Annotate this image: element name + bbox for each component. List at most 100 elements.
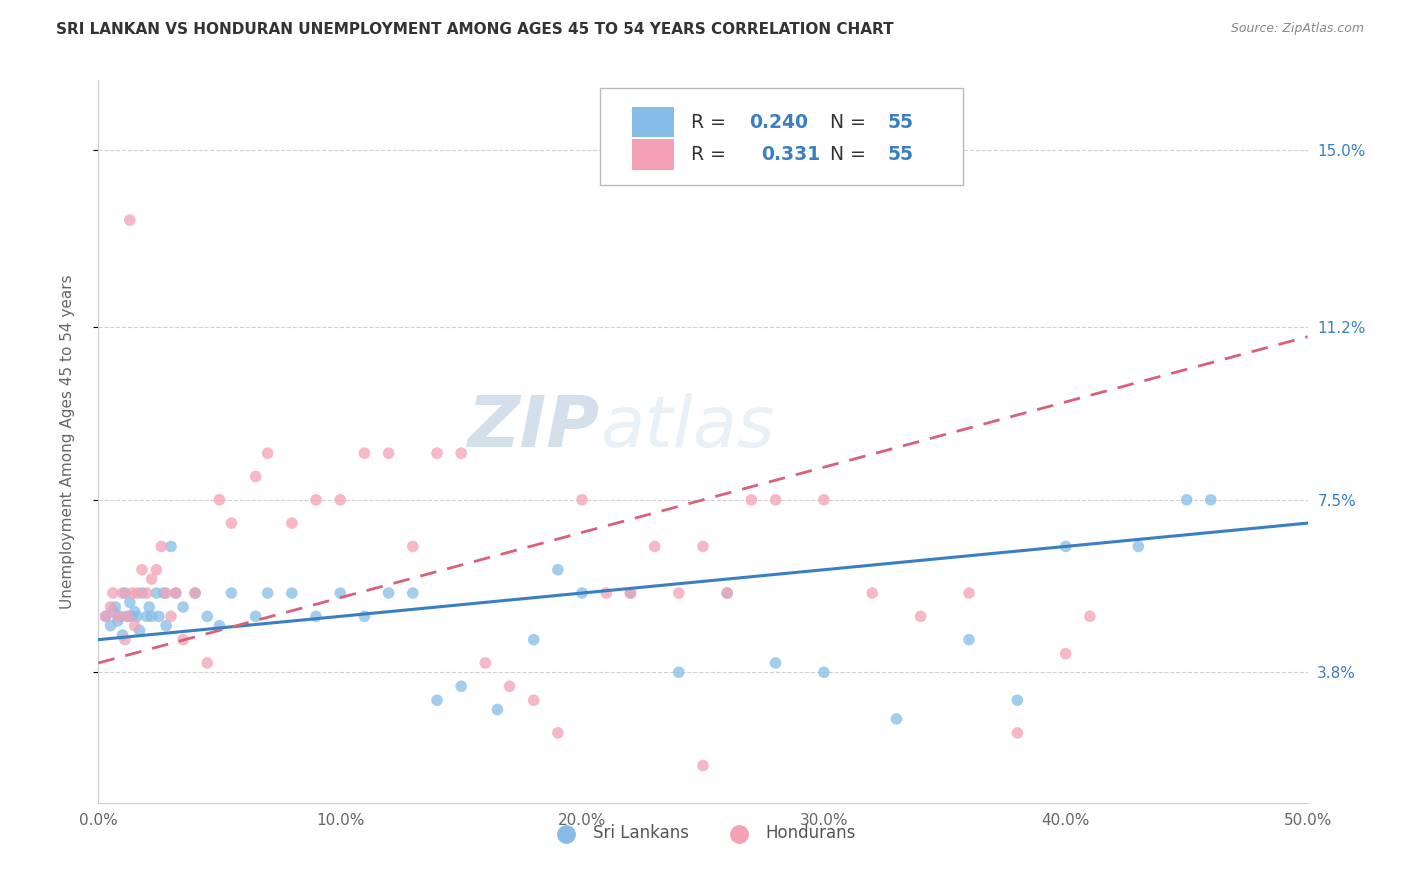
Point <box>124 618 146 632</box>
Point <box>160 609 183 624</box>
Point <box>165 586 187 600</box>
Point <box>377 446 399 460</box>
Point <box>1054 647 1077 661</box>
Point <box>474 656 496 670</box>
Point <box>101 605 124 619</box>
Point <box>450 679 472 693</box>
Point <box>547 726 569 740</box>
Text: R =: R = <box>690 145 738 164</box>
Point <box>1175 492 1198 507</box>
Point <box>571 492 593 507</box>
FancyBboxPatch shape <box>631 139 673 169</box>
Point <box>107 609 129 624</box>
Point <box>131 563 153 577</box>
Text: N =: N = <box>830 112 872 132</box>
Point <box>135 586 157 600</box>
Point <box>486 702 509 716</box>
Point <box>765 492 787 507</box>
Point <box>1007 693 1029 707</box>
Point <box>221 586 243 600</box>
Point <box>402 540 425 554</box>
Point <box>195 609 218 624</box>
Point <box>450 446 472 460</box>
Point <box>305 492 328 507</box>
Text: N =: N = <box>830 145 872 164</box>
Point <box>256 446 278 460</box>
Point <box>1054 540 1077 554</box>
Point <box>107 614 129 628</box>
Point <box>957 632 980 647</box>
Point <box>523 693 546 707</box>
Point <box>329 586 352 600</box>
Y-axis label: Unemployment Among Ages 45 to 54 years: Unemployment Among Ages 45 to 54 years <box>60 274 75 609</box>
Point <box>886 712 908 726</box>
Text: R =: R = <box>690 112 731 132</box>
Point <box>128 624 150 638</box>
Point <box>402 586 425 600</box>
Point <box>765 656 787 670</box>
Point <box>1128 540 1150 554</box>
Point <box>208 492 231 507</box>
Text: 55: 55 <box>889 145 914 164</box>
Point <box>111 586 134 600</box>
Point <box>644 540 666 554</box>
Point <box>114 586 136 600</box>
Point <box>127 609 149 624</box>
Point <box>256 586 278 600</box>
Point <box>353 446 375 460</box>
Point <box>957 586 980 600</box>
Point <box>94 609 117 624</box>
Point <box>619 586 641 600</box>
Point <box>100 618 122 632</box>
Point <box>1078 609 1101 624</box>
Text: atlas: atlas <box>600 392 775 461</box>
Point <box>245 609 267 624</box>
Point <box>94 609 117 624</box>
Text: SRI LANKAN VS HONDURAN UNEMPLOYMENT AMONG AGES 45 TO 54 YEARS CORRELATION CHART: SRI LANKAN VS HONDURAN UNEMPLOYMENT AMON… <box>56 22 894 37</box>
Point <box>121 586 143 600</box>
Point <box>108 609 131 624</box>
Point <box>118 595 141 609</box>
Point <box>145 586 167 600</box>
Point <box>498 679 520 693</box>
Point <box>104 600 127 615</box>
Point <box>172 600 194 615</box>
Point <box>172 632 194 647</box>
Point <box>221 516 243 530</box>
Point <box>813 665 835 680</box>
Point <box>131 586 153 600</box>
Point <box>101 586 124 600</box>
Point <box>716 586 738 600</box>
Point <box>1007 726 1029 740</box>
Point <box>184 586 207 600</box>
Point <box>668 665 690 680</box>
Point <box>208 618 231 632</box>
Point <box>121 609 143 624</box>
Point <box>117 609 139 624</box>
Text: 0.240: 0.240 <box>749 112 808 132</box>
Point <box>668 586 690 600</box>
Point <box>426 446 449 460</box>
Point <box>281 516 304 530</box>
Point <box>118 213 141 227</box>
Point <box>150 540 173 554</box>
Point <box>155 586 177 600</box>
Point <box>571 586 593 600</box>
Point <box>426 693 449 707</box>
Point <box>281 586 304 600</box>
Point <box>860 586 883 600</box>
Point <box>114 632 136 647</box>
Point <box>124 605 146 619</box>
Point <box>138 600 160 615</box>
Point <box>145 563 167 577</box>
Point <box>692 758 714 772</box>
Point <box>184 586 207 600</box>
Text: 55: 55 <box>889 112 914 132</box>
Text: Source: ZipAtlas.com: Source: ZipAtlas.com <box>1230 22 1364 36</box>
Point <box>160 540 183 554</box>
Point <box>111 628 134 642</box>
Point <box>692 540 714 554</box>
Text: ZIP: ZIP <box>468 392 600 461</box>
Point <box>141 609 163 624</box>
Point <box>910 609 932 624</box>
